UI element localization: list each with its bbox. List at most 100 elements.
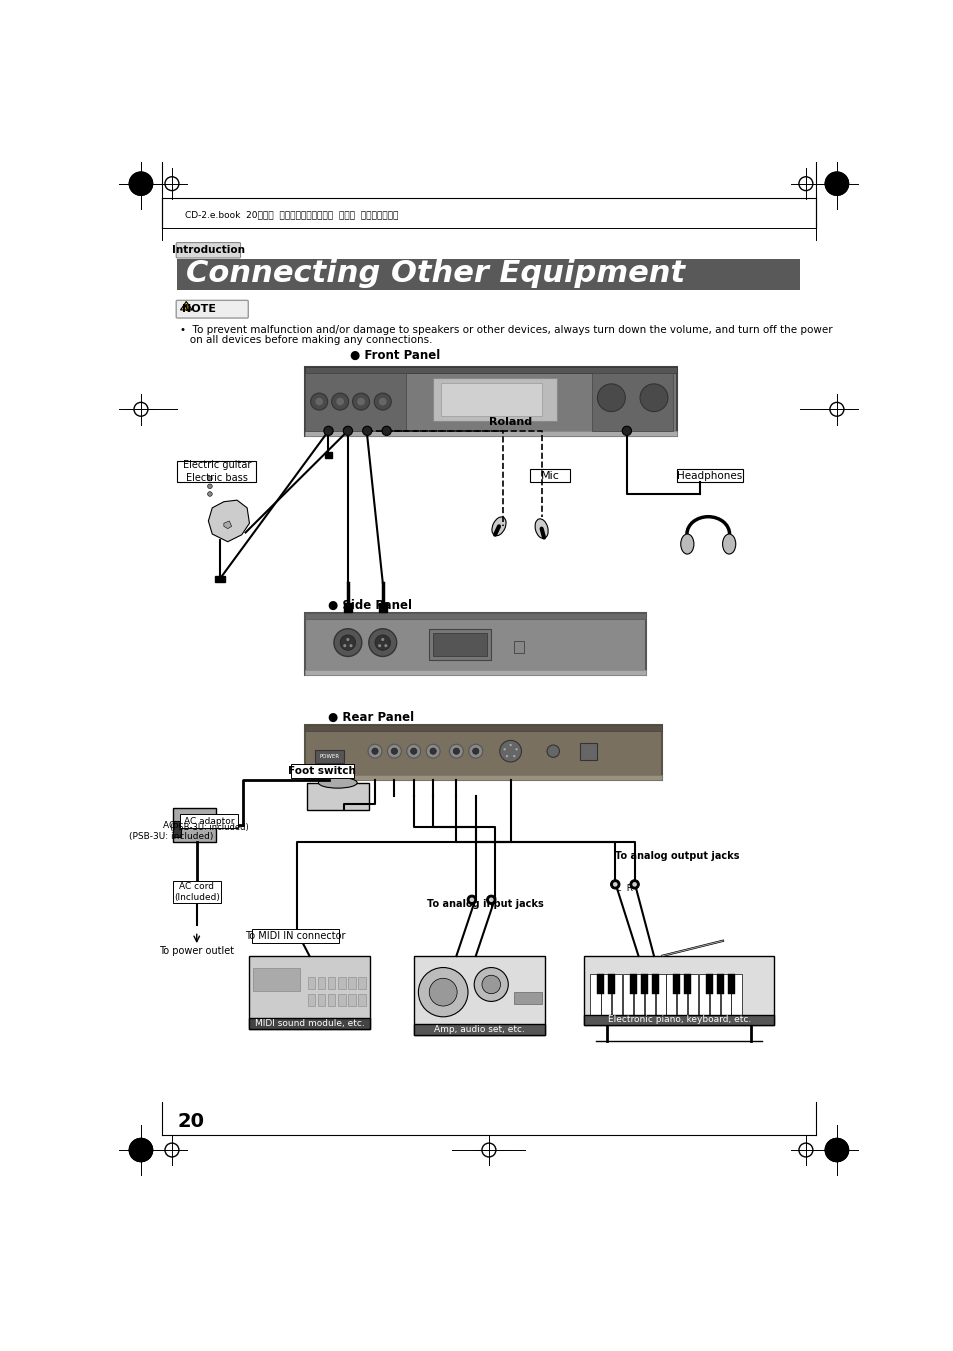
Circle shape [343,644,346,647]
Bar [173,821,181,836]
Circle shape [384,644,387,647]
Text: MIDI sound module, etc.: MIDI sound module, etc. [254,1019,364,1028]
Circle shape [505,755,508,758]
Circle shape [474,967,508,1001]
Bar [633,974,643,1016]
Circle shape [509,744,511,746]
Bar [677,469,742,482]
Text: ● Rear Panel: ● Rear Panel [328,711,415,724]
Bar [173,808,216,842]
Polygon shape [224,521,232,528]
Circle shape [208,492,212,496]
Bar [592,373,673,431]
Circle shape [469,897,474,902]
Bar [579,743,597,761]
FancyArrow shape [660,940,723,957]
Bar [177,259,800,290]
Circle shape [426,744,439,758]
Bar [328,994,335,1006]
Bar [514,642,523,654]
Circle shape [374,393,391,411]
Text: AC cord
(Included): AC cord (Included) [173,882,219,902]
Circle shape [130,172,152,196]
Bar [677,974,686,1016]
Circle shape [343,426,353,435]
Circle shape [513,755,515,758]
Text: (PSB-3U: included): (PSB-3U: included) [170,823,249,832]
Bar [253,967,299,990]
Circle shape [130,172,152,196]
Text: ● Side Panel: ● Side Panel [328,598,412,612]
Ellipse shape [535,519,548,539]
Bar [629,974,637,994]
Circle shape [381,426,391,435]
Bar [305,775,661,781]
Circle shape [410,748,416,754]
Circle shape [387,744,401,758]
Text: on all devices before making any connections.: on all devices before making any connect… [179,335,432,345]
Circle shape [488,897,493,902]
Circle shape [467,896,476,904]
Text: To MIDI IN connector: To MIDI IN connector [245,931,345,940]
Circle shape [597,384,624,412]
Bar [727,974,734,994]
Bar [583,957,773,1025]
Bar [687,974,698,1016]
Bar [305,613,645,676]
Text: AC adaptor
(PSB-3U: included): AC adaptor (PSB-3U: included) [130,821,213,840]
Circle shape [610,880,619,889]
Circle shape [612,882,617,886]
Bar [622,974,633,1016]
Bar [644,974,654,1016]
Circle shape [362,426,372,435]
FancyBboxPatch shape [291,765,354,778]
Circle shape [369,628,396,657]
Circle shape [418,967,468,1017]
Circle shape [130,1139,152,1162]
Bar [429,628,491,659]
Circle shape [372,748,377,754]
FancyBboxPatch shape [180,815,237,828]
Circle shape [824,1139,847,1162]
Bar [314,750,344,763]
FancyBboxPatch shape [172,881,220,902]
Circle shape [406,744,420,758]
Text: NOTE: NOTE [182,304,215,315]
Bar [612,974,621,1016]
Bar [325,451,332,458]
Bar [328,977,335,989]
Text: Electronic piano, keyboard, etc.: Electronic piano, keyboard, etc. [607,1016,750,1024]
Bar [683,974,691,994]
Circle shape [429,978,456,1006]
Text: POWER: POWER [319,754,339,759]
Circle shape [311,393,328,411]
Circle shape [346,638,349,642]
Circle shape [334,628,361,657]
Text: Introduction: Introduction [172,246,245,255]
Bar [348,994,355,1006]
Text: •  To prevent malfunction and/or damage to speakers or other devices, always tur: • To prevent malfunction and/or damage t… [179,324,831,335]
Bar [666,974,676,1016]
Bar [655,974,665,1016]
Bar [214,577,225,582]
Text: Foot switch: Foot switch [288,766,355,777]
Polygon shape [208,500,249,542]
Bar [414,1024,545,1035]
Bar [305,670,645,676]
Bar [651,974,658,994]
Text: To analog output jacks: To analog output jacks [615,851,739,861]
Text: To analog input jacks: To analog input jacks [426,898,543,909]
Circle shape [499,740,521,762]
Bar [337,994,345,1006]
Text: ● Front Panel: ● Front Panel [350,349,440,362]
Bar [305,613,645,620]
Polygon shape [180,301,192,309]
Circle shape [472,748,478,754]
Text: Electric guitar
Electric bass: Electric guitar Electric bass [183,461,251,484]
Circle shape [208,477,212,481]
Bar [317,977,325,989]
Bar [317,994,325,1006]
Ellipse shape [680,534,693,554]
Bar [433,378,557,422]
Bar [348,977,355,989]
